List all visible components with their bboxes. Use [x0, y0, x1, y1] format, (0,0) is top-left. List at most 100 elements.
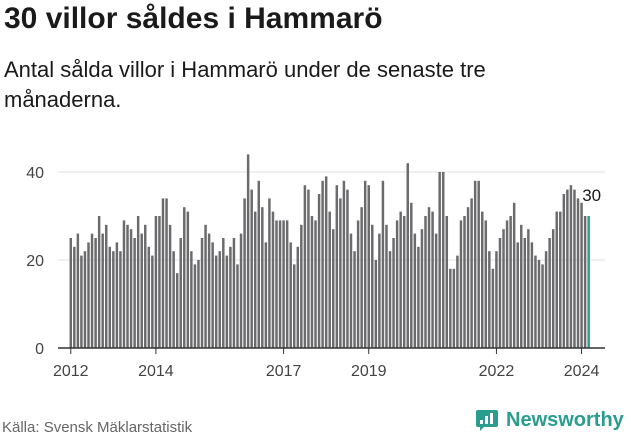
bar: [427, 207, 431, 348]
bar: [285, 220, 289, 348]
y-tick-label: 40: [26, 165, 44, 182]
bar: [190, 251, 193, 348]
bar: [417, 246, 420, 348]
bar: [101, 233, 104, 348]
bar: [555, 211, 558, 348]
bar: [371, 224, 374, 348]
bar: [317, 194, 321, 348]
bar: [97, 216, 101, 348]
bar: [158, 216, 161, 348]
bar: [523, 238, 527, 348]
bar: [122, 220, 126, 348]
bar: [161, 198, 165, 348]
bar: [551, 229, 555, 348]
bar: [197, 260, 200, 348]
bar: [413, 233, 417, 348]
bar: [356, 220, 360, 348]
bar: [498, 238, 502, 348]
bar: [232, 238, 236, 348]
bar: [559, 211, 562, 348]
bar: [569, 185, 573, 348]
y-tick-label: 0: [35, 341, 44, 358]
bar: [548, 238, 551, 348]
bar: [200, 238, 204, 348]
bar: [342, 180, 346, 348]
bar: [76, 233, 80, 348]
bar: [481, 211, 484, 348]
bar: [246, 154, 250, 348]
bar: [147, 246, 151, 348]
x-tick-label: 2012: [53, 363, 89, 380]
bar: [367, 185, 370, 348]
bar: [530, 242, 534, 348]
y-tick-label: 20: [26, 253, 44, 270]
bar: [484, 220, 488, 348]
bar: [324, 176, 328, 348]
bar: [73, 246, 76, 348]
bar: [179, 238, 182, 348]
bar: [193, 264, 197, 348]
bar: [346, 189, 349, 348]
bar: [335, 185, 339, 348]
bar: [402, 216, 406, 348]
bar: [214, 255, 218, 348]
bar: [505, 220, 509, 348]
bar: [399, 211, 402, 348]
bar: [580, 202, 583, 348]
bar: [566, 189, 569, 348]
x-tick-label: 2019: [351, 363, 387, 380]
bar: [80, 255, 83, 348]
bar: [144, 224, 147, 348]
bar: [175, 273, 179, 348]
bar: [261, 207, 264, 348]
bar: [250, 189, 253, 348]
bar: [168, 224, 172, 348]
brand-logo[interactable]: Newsworthy: [475, 408, 624, 432]
bar: [207, 233, 211, 348]
bar: [296, 246, 300, 348]
bar: [488, 251, 491, 348]
bar: [275, 220, 278, 348]
bar: [395, 220, 399, 348]
bar: [268, 198, 271, 348]
bar: [225, 255, 229, 348]
bar: [424, 216, 427, 348]
bar: [463, 216, 466, 348]
bar: [509, 216, 512, 348]
bar: [491, 268, 495, 348]
bar: [537, 260, 541, 348]
bar: [218, 251, 221, 348]
bar: [434, 233, 438, 348]
newsworthy-logo-icon: [476, 410, 498, 431]
bar: [112, 251, 115, 348]
bar: [527, 229, 530, 348]
bar: [452, 268, 456, 348]
bar: [115, 242, 119, 348]
bar: [172, 251, 175, 348]
bar: [456, 255, 459, 348]
bar: [381, 180, 385, 348]
bar: [278, 220, 282, 348]
bar: [441, 172, 445, 348]
bar: [349, 233, 353, 348]
bar: [541, 264, 544, 348]
bar: [136, 216, 140, 348]
bar: [321, 180, 324, 348]
bar: [90, 233, 94, 348]
bar: [339, 198, 342, 348]
bar: [385, 224, 388, 348]
bar: [353, 251, 356, 348]
bar: [165, 198, 168, 348]
bar: [328, 211, 331, 348]
bar: [544, 251, 548, 348]
chart-title: 30 villor såldes i Hammarö: [4, 2, 383, 35]
bar: [445, 216, 449, 348]
bar: [129, 229, 133, 348]
x-tick-label: 2022: [479, 363, 515, 380]
bar: [576, 198, 580, 348]
bar: [573, 189, 576, 348]
bar: [459, 220, 463, 348]
bar: [360, 207, 363, 348]
bar: [133, 238, 136, 348]
